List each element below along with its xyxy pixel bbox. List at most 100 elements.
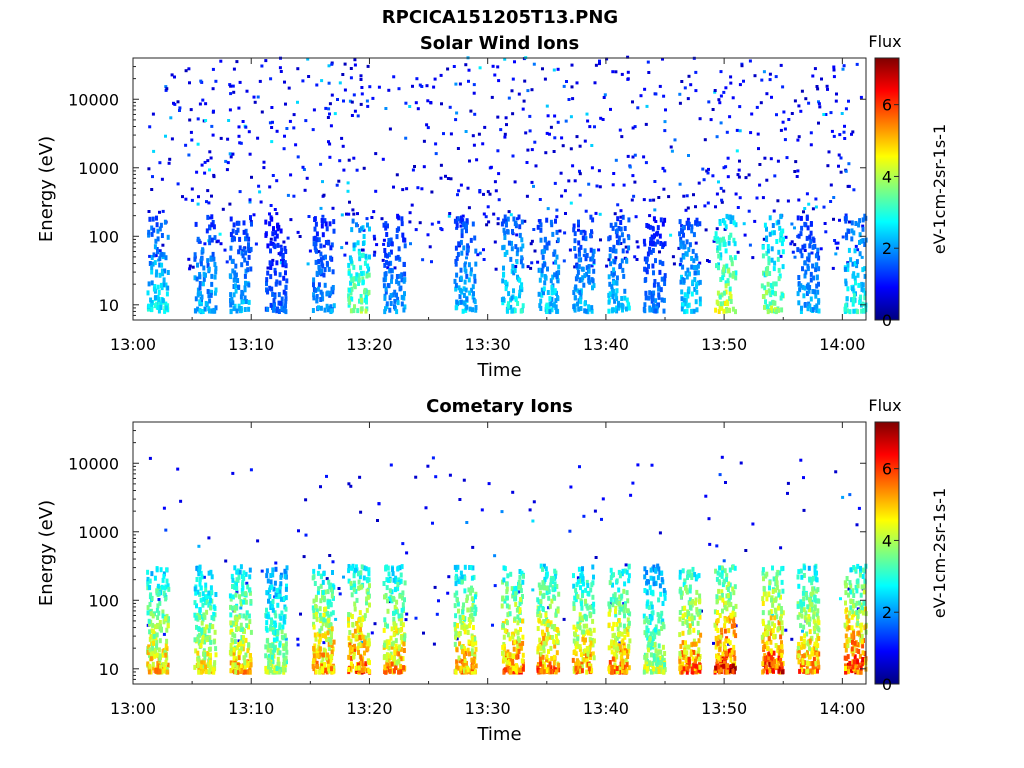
cell xyxy=(630,198,634,202)
cell xyxy=(805,291,809,296)
cell xyxy=(616,216,620,222)
cell xyxy=(244,125,248,129)
cell xyxy=(577,264,581,270)
cell xyxy=(679,239,683,245)
cell xyxy=(165,666,169,672)
cell xyxy=(776,199,780,203)
cell xyxy=(265,277,269,283)
cell xyxy=(625,627,629,633)
cell xyxy=(580,615,584,621)
cell xyxy=(557,270,561,276)
cell xyxy=(646,251,650,257)
cell xyxy=(163,585,167,591)
cell xyxy=(855,62,859,66)
cell xyxy=(536,649,540,655)
cell xyxy=(409,242,412,246)
cell xyxy=(391,595,395,601)
cell xyxy=(543,245,547,251)
cell xyxy=(210,124,214,128)
cell xyxy=(162,619,166,625)
cell xyxy=(150,231,154,237)
cell xyxy=(196,287,200,293)
cell xyxy=(623,645,627,651)
cell xyxy=(515,233,519,237)
cell xyxy=(229,84,233,88)
cell xyxy=(553,595,557,601)
cell xyxy=(847,587,851,591)
cell xyxy=(457,655,461,661)
cell xyxy=(695,307,699,313)
cell xyxy=(353,63,357,67)
cell xyxy=(368,602,371,608)
cell xyxy=(582,657,586,663)
cell xyxy=(621,267,625,273)
cell xyxy=(838,218,841,222)
cell xyxy=(399,663,403,669)
cell xyxy=(318,669,322,675)
cell xyxy=(365,299,368,305)
cell xyxy=(607,622,611,628)
cell xyxy=(374,189,378,193)
cell xyxy=(366,632,370,638)
cell xyxy=(404,618,408,622)
cell xyxy=(706,171,710,175)
cell xyxy=(231,632,235,637)
cell xyxy=(201,602,205,608)
cell xyxy=(273,647,276,653)
cell xyxy=(649,237,653,242)
cell xyxy=(456,216,460,222)
cell xyxy=(852,230,856,236)
cell xyxy=(349,645,352,651)
cell xyxy=(237,639,241,643)
cell xyxy=(235,569,239,575)
cell xyxy=(210,237,214,243)
cell xyxy=(774,281,778,287)
cell xyxy=(244,228,248,234)
cell xyxy=(385,585,389,591)
cell xyxy=(230,237,234,243)
cell xyxy=(240,626,244,632)
cell xyxy=(568,529,572,533)
cell xyxy=(321,633,325,639)
cell xyxy=(779,254,783,258)
cell xyxy=(166,285,170,291)
cell xyxy=(569,201,573,205)
cell xyxy=(547,240,551,246)
cell xyxy=(503,135,507,139)
cell xyxy=(509,304,513,310)
cell xyxy=(546,658,550,663)
cell xyxy=(625,590,629,596)
cell xyxy=(355,597,359,603)
cell xyxy=(593,125,596,129)
cell xyxy=(472,143,476,147)
cell xyxy=(835,92,838,96)
cell xyxy=(843,216,847,222)
cell xyxy=(804,97,808,101)
cell xyxy=(200,256,203,262)
cell xyxy=(242,635,245,641)
cell xyxy=(537,582,541,588)
cell xyxy=(539,645,543,651)
cell xyxy=(237,663,241,669)
cell xyxy=(809,131,813,135)
cell xyxy=(158,653,162,659)
cell xyxy=(465,219,469,225)
cell xyxy=(209,639,213,645)
cell xyxy=(766,309,770,315)
cell xyxy=(510,586,514,592)
cell xyxy=(213,629,217,635)
cell xyxy=(214,305,218,311)
cell xyxy=(465,223,468,229)
cell xyxy=(281,624,285,630)
cell xyxy=(389,301,393,306)
cell xyxy=(455,219,459,225)
cell xyxy=(782,236,785,242)
cell xyxy=(623,629,627,634)
cell xyxy=(156,615,160,620)
cell xyxy=(501,644,505,650)
cell xyxy=(618,664,622,670)
cell xyxy=(597,248,601,252)
cell xyxy=(318,633,322,639)
cell xyxy=(160,584,164,590)
cell xyxy=(786,481,790,485)
